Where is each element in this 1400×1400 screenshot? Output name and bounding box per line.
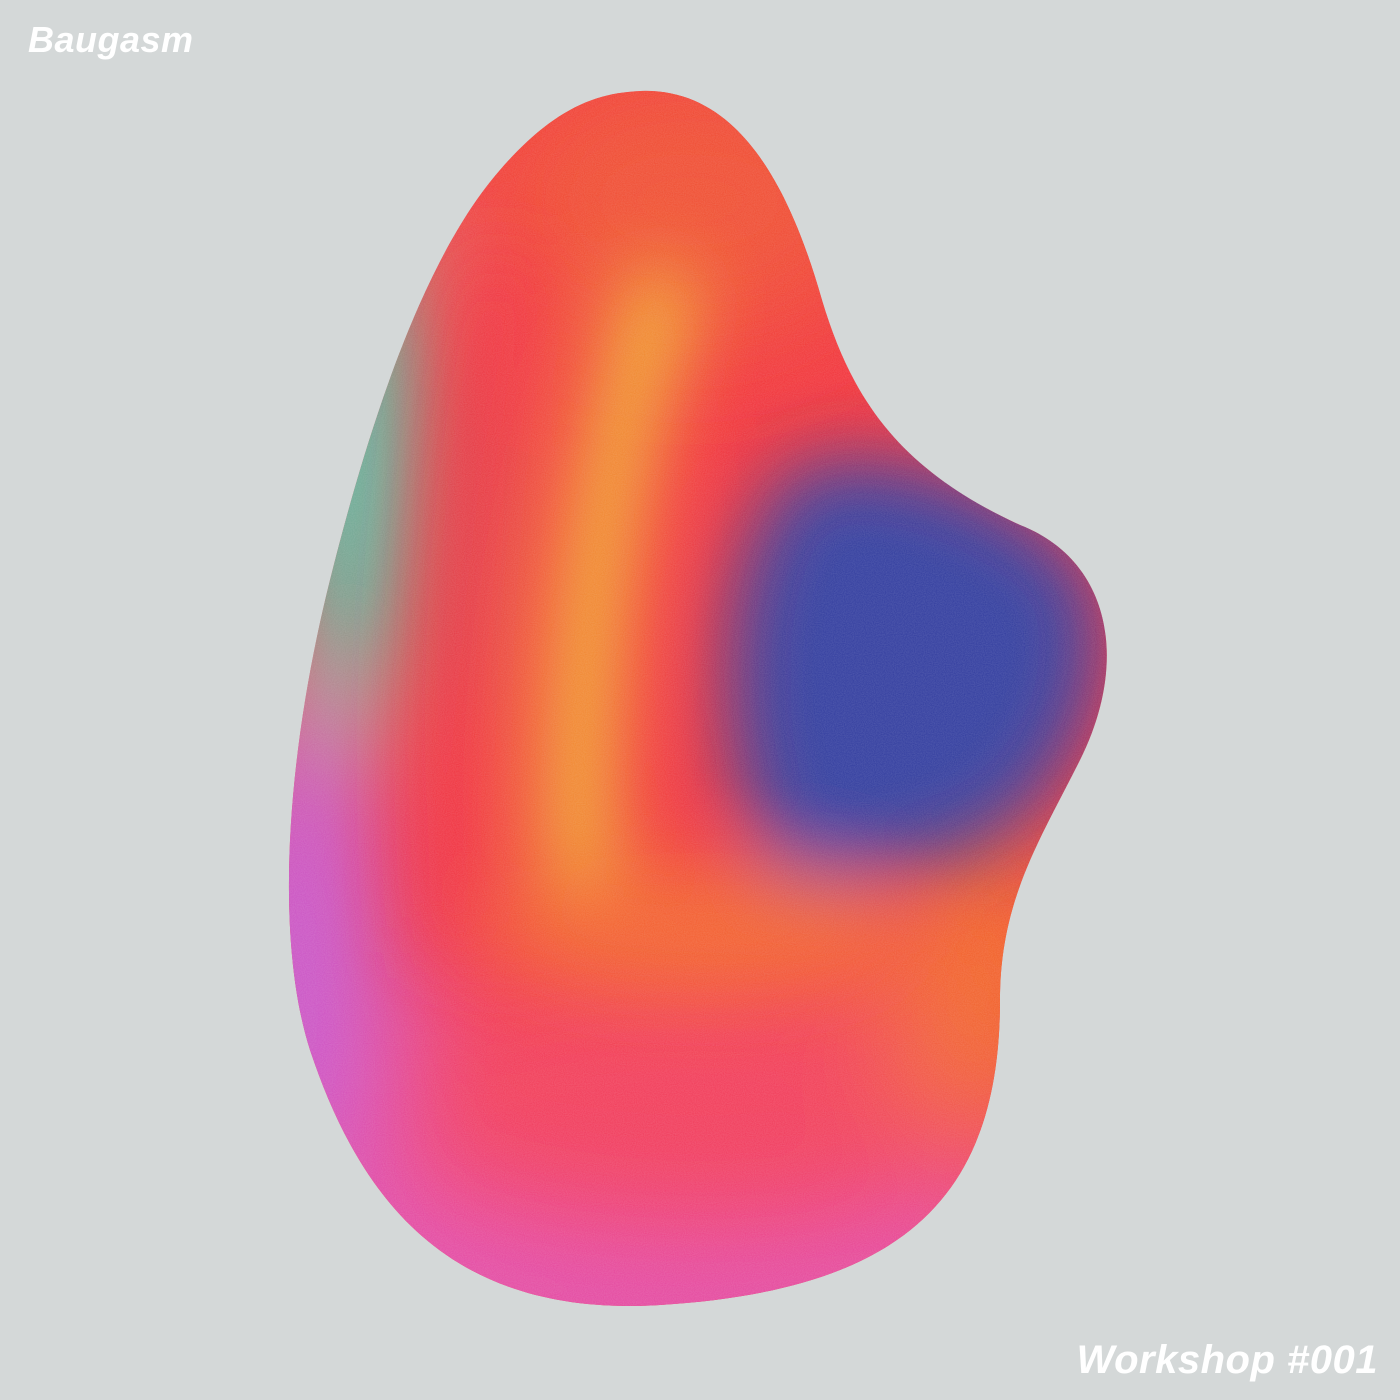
- workshop-edition-label: Workshop #001: [1076, 1338, 1378, 1382]
- brand-title: Baugasm: [28, 19, 194, 60]
